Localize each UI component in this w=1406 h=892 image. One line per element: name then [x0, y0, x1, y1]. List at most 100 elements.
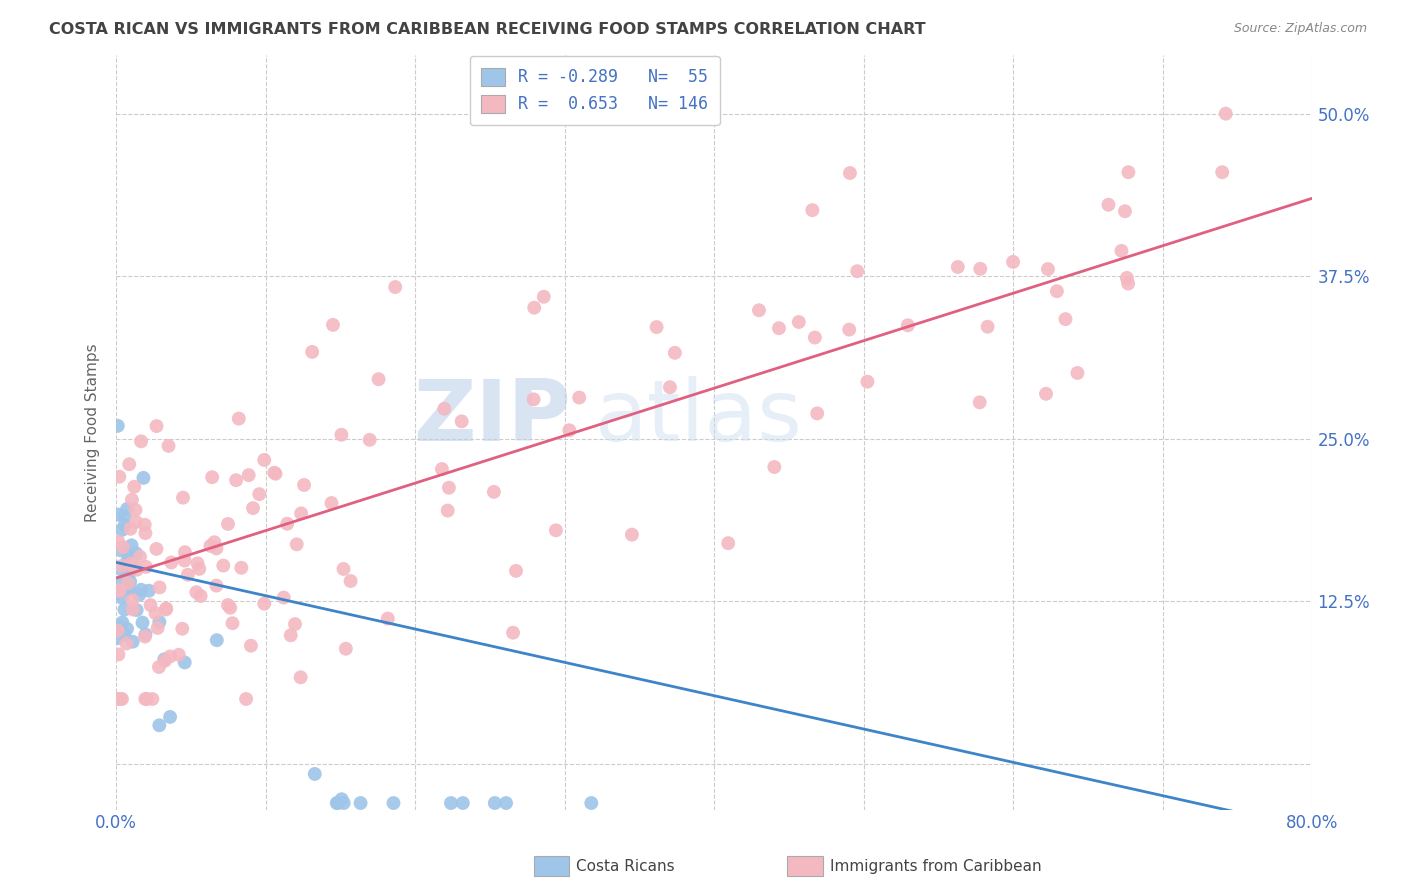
Point	[332, 796, 354, 810]
Point	[382, 796, 405, 810]
Text: COSTA RICAN VS IMMIGRANTS FROM CARIBBEAN RECEIVING FOOD STAMPS CORRELATION CHART: COSTA RICAN VS IMMIGRANTS FROM CARIBBEAN…	[49, 22, 925, 37]
Point	[117, 576, 139, 591]
Point	[108, 583, 131, 598]
Point	[108, 583, 131, 598]
Point	[135, 560, 157, 574]
Point	[160, 556, 183, 570]
Point	[645, 320, 668, 334]
Point	[134, 692, 156, 706]
Point	[112, 627, 135, 641]
Point	[239, 639, 262, 653]
Point	[132, 471, 155, 485]
Point	[186, 585, 208, 599]
Point	[177, 567, 200, 582]
Point	[339, 574, 361, 588]
Point	[121, 558, 143, 573]
Point	[129, 582, 152, 597]
Point	[801, 203, 824, 218]
Point	[110, 543, 132, 558]
Point	[247, 487, 270, 501]
Point	[122, 602, 145, 616]
Point	[804, 330, 827, 344]
Point	[330, 792, 353, 806]
Point	[321, 496, 343, 510]
Point	[145, 541, 167, 556]
Point	[159, 710, 181, 724]
Point	[205, 579, 228, 593]
Point	[122, 480, 145, 494]
Point	[172, 622, 194, 636]
Point	[1054, 312, 1077, 326]
Point	[1118, 165, 1140, 179]
Point	[118, 582, 141, 597]
Point	[664, 346, 686, 360]
Point	[188, 562, 211, 576]
Point	[125, 546, 148, 560]
Y-axis label: Receiving Food Stamps: Receiving Food Stamps	[86, 343, 100, 522]
Point	[107, 418, 129, 433]
Point	[205, 541, 228, 556]
Point	[159, 649, 181, 664]
Point	[1115, 271, 1137, 285]
Point	[659, 380, 682, 394]
Point	[148, 718, 170, 732]
Point	[125, 603, 148, 617]
Point	[440, 796, 463, 810]
Point	[451, 796, 474, 810]
Point	[115, 570, 138, 584]
Point	[969, 395, 991, 409]
Point	[167, 648, 190, 662]
Point	[153, 654, 176, 668]
Point	[450, 414, 472, 428]
Point	[359, 433, 381, 447]
Point	[120, 556, 142, 570]
Point	[107, 586, 129, 600]
Point	[290, 670, 312, 684]
Point	[533, 290, 555, 304]
Text: Immigrants from Caribbean: Immigrants from Caribbean	[830, 859, 1042, 873]
Point	[322, 318, 344, 332]
Point	[200, 539, 222, 553]
Point	[108, 508, 131, 522]
Point	[326, 796, 349, 810]
Point	[946, 260, 969, 274]
Point	[1211, 165, 1233, 179]
Point	[1097, 198, 1119, 212]
Point	[1116, 277, 1139, 291]
Point	[107, 534, 129, 549]
Point	[107, 648, 129, 662]
Point	[173, 656, 195, 670]
Point	[111, 591, 134, 605]
Point	[124, 503, 146, 517]
Point	[1114, 204, 1136, 219]
Point	[111, 540, 134, 554]
Point	[117, 553, 139, 567]
Point	[523, 392, 546, 407]
Point	[148, 615, 170, 629]
Point	[118, 566, 141, 580]
Point	[839, 166, 862, 180]
Point	[157, 439, 180, 453]
Point	[238, 468, 260, 483]
Point	[205, 633, 228, 648]
Point	[114, 518, 136, 533]
Point	[117, 554, 139, 568]
Point	[174, 545, 197, 559]
Point	[190, 589, 212, 603]
Point	[129, 549, 152, 564]
Point	[1035, 386, 1057, 401]
Point	[221, 616, 243, 631]
Point	[107, 692, 129, 706]
Point	[120, 574, 142, 589]
Point	[253, 453, 276, 467]
Point	[125, 515, 148, 529]
Text: Costa Ricans: Costa Ricans	[576, 859, 675, 873]
Point	[284, 617, 307, 632]
Point	[135, 692, 157, 706]
Point	[856, 375, 879, 389]
Text: Source: ZipAtlas.com: Source: ZipAtlas.com	[1233, 22, 1367, 36]
Point	[806, 406, 828, 420]
Point	[118, 457, 141, 471]
Point	[138, 583, 160, 598]
Point	[212, 558, 235, 573]
